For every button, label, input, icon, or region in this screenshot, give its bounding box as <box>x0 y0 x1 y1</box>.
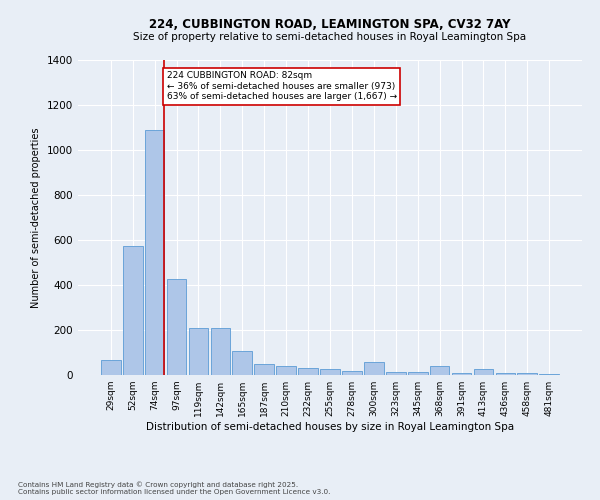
Bar <box>298 368 318 375</box>
Bar <box>145 130 164 375</box>
Bar <box>188 328 208 375</box>
Text: Contains HM Land Registry data © Crown copyright and database right 2025.
Contai: Contains HM Land Registry data © Crown c… <box>18 482 331 495</box>
Bar <box>496 373 515 375</box>
Bar <box>232 352 252 375</box>
Bar <box>211 328 230 375</box>
Text: Size of property relative to semi-detached houses in Royal Leamington Spa: Size of property relative to semi-detach… <box>133 32 527 42</box>
Bar <box>364 362 384 375</box>
Bar <box>408 372 428 375</box>
Bar <box>342 370 362 375</box>
Bar <box>320 370 340 375</box>
Bar <box>276 366 296 375</box>
Bar <box>101 360 121 375</box>
Bar <box>123 246 143 375</box>
Bar <box>473 370 493 375</box>
Text: 224, CUBBINGTON ROAD, LEAMINGTON SPA, CV32 7AY: 224, CUBBINGTON ROAD, LEAMINGTON SPA, CV… <box>149 18 511 30</box>
Bar <box>167 280 187 375</box>
Bar <box>386 372 406 375</box>
Bar <box>517 373 537 375</box>
Bar <box>430 366 449 375</box>
Bar <box>254 364 274 375</box>
Y-axis label: Number of semi-detached properties: Number of semi-detached properties <box>31 127 41 308</box>
Bar <box>539 374 559 375</box>
Text: 224 CUBBINGTON ROAD: 82sqm
← 36% of semi-detached houses are smaller (973)
63% o: 224 CUBBINGTON ROAD: 82sqm ← 36% of semi… <box>167 71 397 101</box>
X-axis label: Distribution of semi-detached houses by size in Royal Leamington Spa: Distribution of semi-detached houses by … <box>146 422 514 432</box>
Bar <box>452 373 472 375</box>
